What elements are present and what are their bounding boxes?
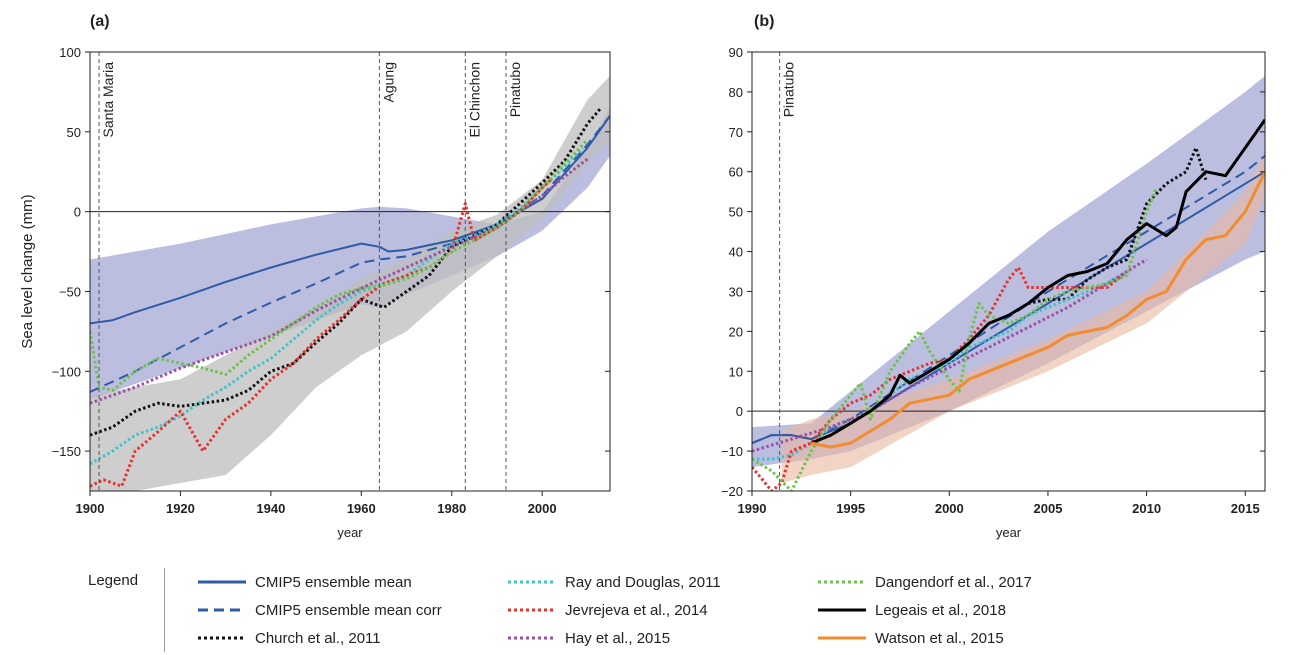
legend-item-label: Dangendorf et al., 2017 [875,573,1032,591]
x-tick-label: 1980 [437,501,466,516]
legend-swatch [818,636,866,640]
plot-frame [751,51,1266,492]
legend-item: Hay et al., 2015 [508,628,670,648]
x-tick-label: 2010 [1132,501,1161,516]
y-tick-label: −50 [59,284,81,299]
y-tick-label: −20 [721,484,743,499]
series-hay-et-al-2015 [90,157,589,405]
legend-item: CMIP5 ensemble mean corr [198,600,442,620]
x-tick-label: 1995 [836,501,865,516]
y-tick-label: 50 [67,125,81,140]
plot-area [752,75,1265,491]
legend-item: Ray and Douglas, 2011 [508,572,721,592]
y-tick-label: 100 [59,45,81,60]
x-tick-label: 1940 [256,501,285,516]
series-watson-et-al-2015 [810,171,1265,449]
legend-swatch [508,636,556,640]
x-axis-label: year [337,525,363,540]
event-label: Agung [380,62,396,102]
series-hay-et-al-2015 [752,258,1148,453]
x-tick-label: 1900 [76,501,105,516]
y-tick-label: −150 [52,444,81,459]
plot-area [90,75,610,491]
y-tick-label: 50 [729,205,743,220]
uncertainty-band-church-band [90,75,610,491]
y-tick-label: 70 [729,125,743,140]
legend-swatch [508,580,556,584]
legend-item: Church et al., 2011 [198,628,381,648]
series-ray-and-douglas-2011 [90,146,584,466]
x-axis-label: year [996,525,1022,540]
series-church-et-al-2011 [1027,146,1208,305]
legend-item: Dangendorf et al., 2017 [818,572,1032,592]
legend-item-label: CMIP5 ensemble mean corr [255,601,442,619]
legend-swatch [198,636,246,640]
legend-item-label: Watson et al., 2015 [875,629,1004,647]
event-label: Santa Maria [100,62,116,138]
legend-title: Legend [88,572,139,589]
y-tick-label: −10 [721,444,743,459]
legend-swatch [508,608,556,612]
panel-a: Santa Maria Agung El Chinchon Pinatubo 1900 1… [19,13,611,540]
series-jevrejeva-et-al-2014 [90,178,553,488]
legend-item: Watson et al., 2015 [818,628,1004,648]
legend-separator [164,568,165,652]
x-tick-label: 2000 [935,501,964,516]
panel-label: (a) [90,13,110,30]
y-tick-label: 60 [729,165,743,180]
y-axis-label: Sea level change (mm) [19,194,36,348]
legend-swatch [198,580,246,584]
legend-swatch [198,608,246,612]
series-cmip5-ensemble-mean-corr [752,155,1265,445]
legend-item-label: Jevrejeva et al., 2014 [565,601,708,619]
series-dangendorf-et-al-2017 [752,187,1158,491]
plot-frame [89,51,611,492]
legend-item-label: CMIP5 ensemble mean [255,573,412,591]
event-label: El Chinchon [466,62,482,138]
x-tick-label: 1990 [738,501,767,516]
series-cmip5-ensemble-mean [752,170,1265,445]
legend-item-label: Legeais et al., 2018 [875,601,1006,619]
y-tick-label: 20 [729,324,743,339]
legend-item: Jevrejeva et al., 2014 [508,600,708,620]
y-tick-label: 90 [729,45,743,60]
panel-b: Pinatubo 1990 1995 2000 2005 2010 2015 −20 −10 0 1… [721,13,1266,540]
legend-item-label: Ray and Douglas, 2011 [565,573,721,591]
x-tick-label: 1920 [166,501,195,516]
legend-item: Legeais et al., 2018 [818,600,1006,620]
x-tick-label: 1960 [347,501,376,516]
legend-item-label: Hay et al., 2015 [565,629,671,647]
sea-level-figure: Santa Maria Agung El Chinchon Pinatubo 1900 1… [19,13,1266,540]
panel-label: (b) [754,13,774,30]
legend: Legend CMIP5 ensemble mean CMIP5 ensemble… [0,568,1293,655]
y-tick-label: 40 [729,245,743,260]
y-tick-label: 10 [729,364,743,379]
event-label: Pinatubo [507,62,523,117]
uncertainty-band-cmip5-band [752,75,1265,468]
legend-item: CMIP5 ensemble mean [198,572,412,592]
x-tick-label: 2005 [1034,501,1063,516]
y-tick-label: 30 [729,284,743,299]
x-tick-label: 2000 [528,501,557,516]
legend-swatch [818,580,866,584]
series-legeais-et-al-2018 [810,118,1265,445]
y-tick-label: −100 [52,364,81,379]
y-tick-label: 0 [74,205,81,220]
legend-swatch [818,608,866,612]
y-tick-label: 80 [729,85,743,100]
legend-item-label: Church et al., 2011 [255,629,381,647]
uncertainty-band-watson-band [781,151,1265,484]
y-tick-label: 0 [736,404,743,419]
series-dangendorf-et-al-2017 [90,138,589,392]
x-tick-label: 2015 [1231,501,1260,516]
event-label: Pinatubo [781,62,797,117]
